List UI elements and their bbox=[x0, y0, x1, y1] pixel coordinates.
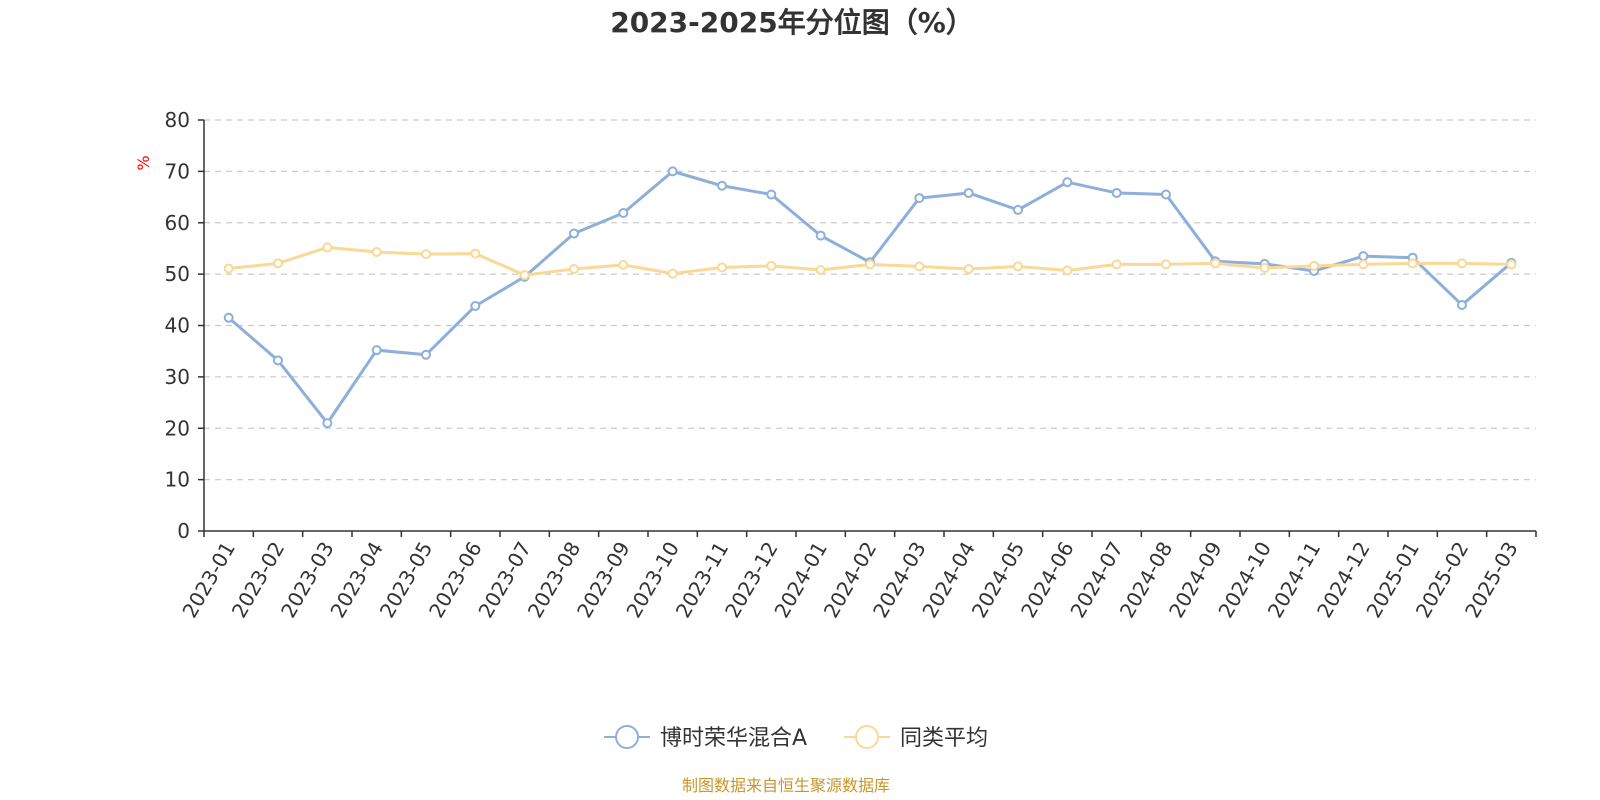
legend-item[interactable]: 博时荣华混合A bbox=[604, 725, 807, 751]
data-point[interactable] bbox=[914, 261, 925, 272]
data-point[interactable] bbox=[618, 259, 629, 270]
data-point[interactable] bbox=[1111, 259, 1122, 270]
data-point[interactable] bbox=[963, 187, 974, 198]
data-point[interactable] bbox=[1210, 258, 1221, 269]
data-point[interactable] bbox=[1358, 259, 1369, 270]
data-point[interactable] bbox=[273, 355, 283, 366]
series-line-0 bbox=[227, 169, 1513, 425]
data-point[interactable] bbox=[865, 259, 875, 270]
data-point[interactable] bbox=[470, 300, 481, 311]
data-point[interactable] bbox=[618, 207, 629, 218]
data-point[interactable] bbox=[371, 247, 382, 258]
data-point[interactable] bbox=[766, 189, 777, 200]
data-point[interactable] bbox=[1062, 265, 1073, 276]
data-point[interactable] bbox=[569, 263, 579, 274]
data-point[interactable] bbox=[717, 262, 727, 273]
y-tick-label: 80 bbox=[165, 108, 190, 132]
data-point[interactable] bbox=[1013, 204, 1023, 215]
y-axis-unit: % bbox=[134, 155, 153, 170]
data-point[interactable] bbox=[766, 260, 777, 271]
data-point[interactable] bbox=[815, 265, 826, 276]
y-tick-label: 30 bbox=[165, 365, 190, 389]
data-point[interactable] bbox=[1358, 251, 1369, 262]
data-point[interactable] bbox=[223, 312, 234, 323]
chart-title: 2023-2025年分位图（%） bbox=[610, 6, 974, 39]
data-point[interactable] bbox=[1457, 258, 1467, 269]
data-point[interactable] bbox=[1111, 187, 1122, 198]
legend: 博时荣华混合A 同类平均 bbox=[604, 725, 988, 751]
data-point[interactable] bbox=[421, 249, 431, 260]
data-point[interactable] bbox=[1062, 177, 1073, 188]
y-tick-label: 0 bbox=[177, 519, 190, 543]
data-point[interactable] bbox=[519, 270, 530, 281]
axes: 010203040506070802023-012023-022023-0320… bbox=[165, 108, 1537, 622]
data-source-note: 制图数据来自恒生聚源数据库 bbox=[682, 776, 890, 795]
data-point[interactable] bbox=[470, 248, 481, 259]
data-point[interactable] bbox=[223, 263, 234, 274]
data-point[interactable] bbox=[667, 268, 678, 279]
data-point[interactable] bbox=[914, 193, 925, 204]
data-point[interactable] bbox=[569, 228, 579, 239]
data-point[interactable] bbox=[371, 345, 382, 356]
data-point[interactable] bbox=[421, 349, 431, 360]
data-point[interactable] bbox=[1161, 189, 1171, 200]
data-point[interactable] bbox=[1013, 261, 1023, 272]
y-tick-label: 20 bbox=[165, 416, 190, 440]
legend-label: 博时荣华混合A bbox=[660, 726, 807, 751]
data-point[interactable] bbox=[1457, 299, 1467, 310]
grid-lines bbox=[204, 119, 1536, 481]
data-point[interactable] bbox=[1309, 260, 1319, 271]
legend-marker bbox=[855, 725, 879, 749]
data-point[interactable] bbox=[322, 418, 333, 429]
data-point[interactable] bbox=[1259, 262, 1270, 273]
data-point[interactable] bbox=[273, 258, 283, 269]
legend-marker bbox=[615, 725, 639, 749]
data-point[interactable] bbox=[963, 263, 974, 274]
data-point[interactable] bbox=[815, 230, 826, 241]
series-lines bbox=[223, 166, 1517, 429]
data-point[interactable] bbox=[667, 166, 678, 177]
y-tick-label: 10 bbox=[165, 468, 190, 492]
y-tick-label: 60 bbox=[165, 211, 190, 235]
legend-item[interactable]: 同类平均 bbox=[844, 725, 988, 751]
y-tick-label: 70 bbox=[165, 159, 190, 183]
data-point[interactable] bbox=[717, 180, 727, 191]
y-tick-label: 50 bbox=[165, 262, 190, 286]
legend-label: 同类平均 bbox=[900, 726, 988, 751]
data-point[interactable] bbox=[322, 242, 333, 253]
data-point[interactable] bbox=[1161, 259, 1171, 270]
data-point[interactable] bbox=[1407, 258, 1418, 269]
y-tick-label: 40 bbox=[165, 314, 190, 338]
data-point[interactable] bbox=[1506, 259, 1517, 270]
